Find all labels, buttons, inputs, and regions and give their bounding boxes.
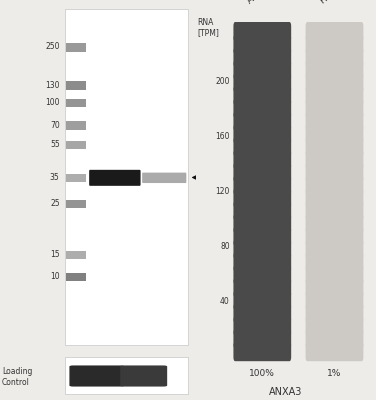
FancyBboxPatch shape <box>233 278 291 297</box>
Text: 120: 120 <box>215 187 230 196</box>
FancyBboxPatch shape <box>306 22 363 41</box>
FancyBboxPatch shape <box>306 316 363 336</box>
FancyBboxPatch shape <box>142 173 186 183</box>
Bar <box>65 9 188 344</box>
Text: 1%: 1% <box>327 369 342 378</box>
FancyBboxPatch shape <box>233 73 291 92</box>
FancyBboxPatch shape <box>233 304 291 323</box>
FancyBboxPatch shape <box>306 278 363 297</box>
Bar <box>67 251 86 259</box>
FancyBboxPatch shape <box>233 188 291 208</box>
FancyBboxPatch shape <box>233 342 291 361</box>
Text: 200: 200 <box>215 77 230 86</box>
FancyBboxPatch shape <box>306 252 363 272</box>
Text: 100%: 100% <box>249 369 275 378</box>
FancyBboxPatch shape <box>233 48 291 67</box>
Text: 10: 10 <box>50 272 60 281</box>
FancyBboxPatch shape <box>233 99 291 118</box>
FancyBboxPatch shape <box>306 227 363 246</box>
FancyBboxPatch shape <box>306 201 363 220</box>
Bar <box>67 122 86 130</box>
FancyBboxPatch shape <box>306 137 363 156</box>
FancyBboxPatch shape <box>233 22 291 41</box>
FancyBboxPatch shape <box>306 112 363 131</box>
FancyBboxPatch shape <box>306 176 363 195</box>
FancyBboxPatch shape <box>306 60 363 80</box>
FancyBboxPatch shape <box>306 99 363 118</box>
Bar <box>65 357 188 394</box>
FancyBboxPatch shape <box>89 170 141 186</box>
FancyBboxPatch shape <box>306 304 363 323</box>
Text: Loading
Control: Loading Control <box>2 367 32 387</box>
Text: RNA
[TPM]: RNA [TPM] <box>197 18 219 37</box>
Text: 40: 40 <box>220 298 230 306</box>
Text: 100: 100 <box>45 98 60 107</box>
Text: Low: Low <box>143 357 161 366</box>
FancyBboxPatch shape <box>233 214 291 233</box>
FancyBboxPatch shape <box>233 176 291 195</box>
Bar <box>67 99 86 107</box>
FancyBboxPatch shape <box>233 124 291 144</box>
FancyBboxPatch shape <box>70 366 124 386</box>
Text: 35: 35 <box>50 173 60 182</box>
Bar <box>67 200 86 208</box>
FancyBboxPatch shape <box>233 60 291 80</box>
FancyBboxPatch shape <box>233 227 291 246</box>
Text: ANXA3: ANXA3 <box>269 387 302 397</box>
FancyBboxPatch shape <box>306 124 363 144</box>
Text: 130: 130 <box>45 81 60 90</box>
FancyBboxPatch shape <box>306 150 363 169</box>
FancyBboxPatch shape <box>306 73 363 92</box>
FancyBboxPatch shape <box>233 240 291 259</box>
FancyBboxPatch shape <box>233 35 291 54</box>
FancyBboxPatch shape <box>120 366 167 386</box>
Text: ANXA3: ANXA3 <box>205 173 236 182</box>
FancyBboxPatch shape <box>306 214 363 233</box>
Text: 25: 25 <box>50 199 60 208</box>
Text: 160: 160 <box>215 132 230 141</box>
Text: A-431: A-431 <box>246 0 272 6</box>
Text: HEK 293: HEK 293 <box>318 0 354 6</box>
FancyBboxPatch shape <box>233 252 291 272</box>
Text: 55: 55 <box>50 140 60 149</box>
Text: 15: 15 <box>50 250 60 259</box>
FancyBboxPatch shape <box>306 291 363 310</box>
FancyBboxPatch shape <box>306 329 363 348</box>
FancyBboxPatch shape <box>233 316 291 336</box>
Text: High: High <box>98 357 119 366</box>
Bar <box>67 140 86 149</box>
FancyBboxPatch shape <box>306 86 363 105</box>
FancyBboxPatch shape <box>233 137 291 156</box>
FancyBboxPatch shape <box>306 48 363 67</box>
Bar <box>67 273 86 281</box>
FancyBboxPatch shape <box>233 201 291 220</box>
FancyBboxPatch shape <box>306 35 363 54</box>
Bar <box>67 174 86 182</box>
FancyBboxPatch shape <box>233 265 291 284</box>
FancyBboxPatch shape <box>233 291 291 310</box>
FancyBboxPatch shape <box>233 329 291 348</box>
FancyBboxPatch shape <box>306 188 363 208</box>
FancyBboxPatch shape <box>306 163 363 182</box>
Bar <box>67 82 86 90</box>
Text: 80: 80 <box>220 242 230 251</box>
FancyBboxPatch shape <box>233 112 291 131</box>
FancyBboxPatch shape <box>306 240 363 259</box>
Text: 250: 250 <box>45 42 60 52</box>
FancyBboxPatch shape <box>233 163 291 182</box>
Bar <box>67 43 86 52</box>
FancyBboxPatch shape <box>306 342 363 361</box>
FancyBboxPatch shape <box>233 86 291 105</box>
FancyBboxPatch shape <box>233 150 291 169</box>
FancyBboxPatch shape <box>306 265 363 284</box>
Text: 70: 70 <box>50 121 60 130</box>
